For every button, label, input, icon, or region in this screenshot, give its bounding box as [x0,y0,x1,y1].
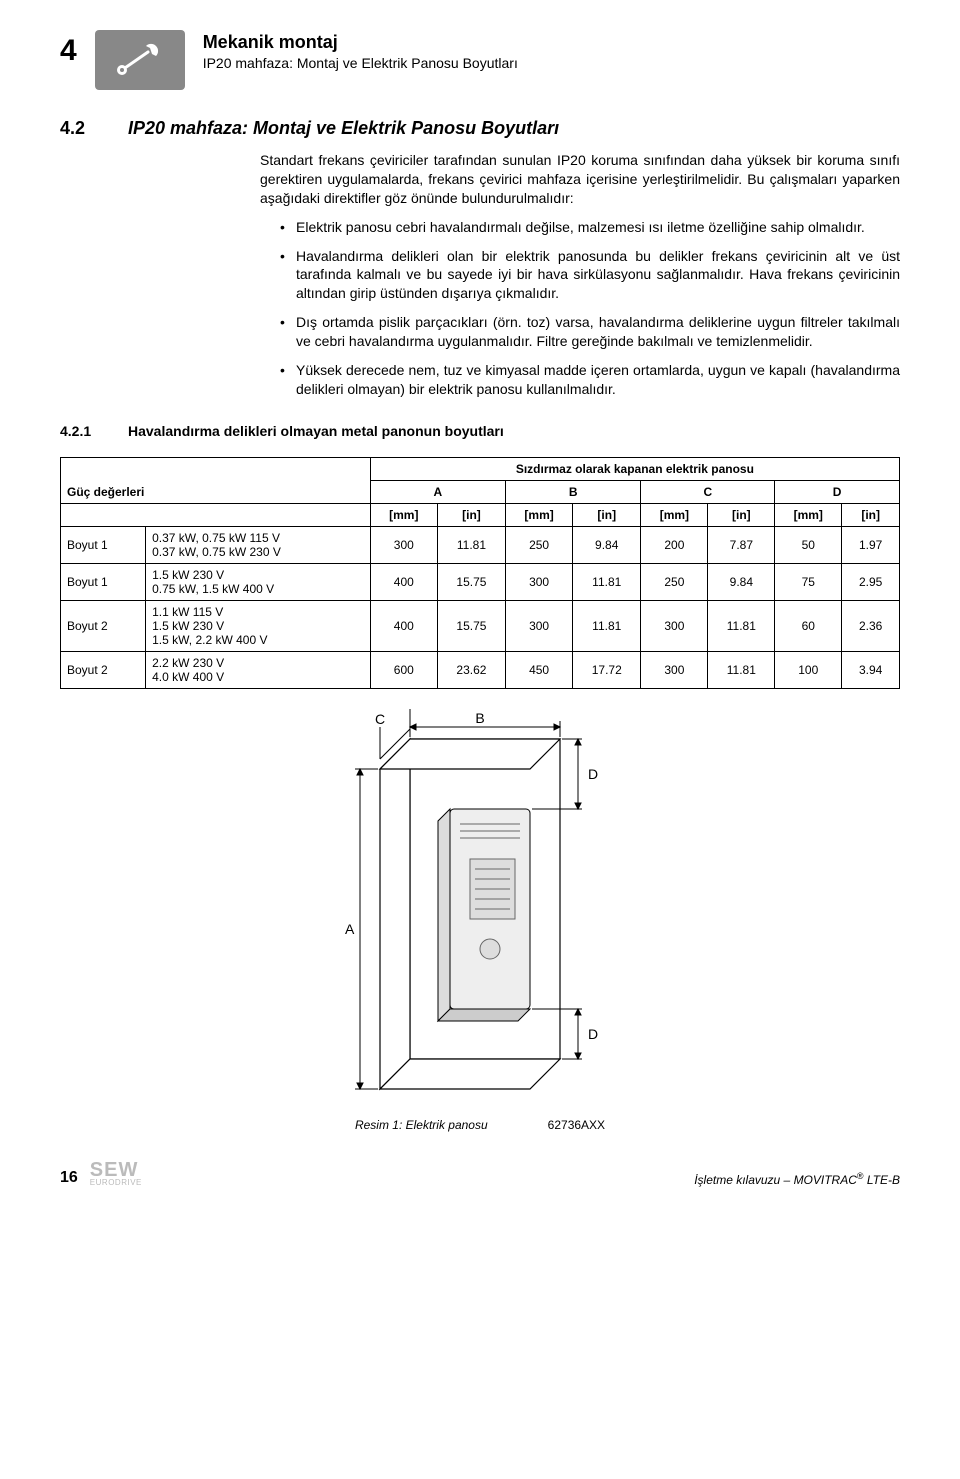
value-cell: 250 [506,526,573,563]
value-cell: 200 [641,526,708,563]
value-cell: 23.62 [437,651,505,688]
power-cell: 1.5 kW 230 V 0.75 kW, 1.5 kW 400 V [146,563,371,600]
unit-header: [mm] [775,503,842,526]
value-cell: 400 [370,563,437,600]
value-cell: 300 [506,563,573,600]
unit-header: [in] [842,503,900,526]
power-cell: 0.37 kW, 0.75 kW 115 V 0.37 kW, 0.75 kW … [146,526,371,563]
value-cell: 7.87 [708,526,775,563]
value-cell: 250 [641,563,708,600]
manual-title: İşletme kılavuzu – MOVITRAC® LTE-B [694,1171,900,1187]
dim-D-label-top: D [588,766,598,782]
value-cell: 300 [641,600,708,651]
value-cell: 1.97 [842,526,900,563]
doc-title: Mekanik montaj [203,32,518,53]
col-A: A [370,480,505,503]
subsection-number: 4.2.1 [60,423,104,439]
subsection-heading: 4.2.1 Havalandırma delikleri olmayan met… [60,423,900,439]
section-number: 4.2 [60,118,104,139]
doc-subtitle: IP20 mahfaza: Montaj ve Elektrik Panosu … [203,55,518,71]
size-cell: Boyut 1 [61,563,146,600]
value-cell: 17.72 [573,651,641,688]
bullet-item: Yüksek derecede nem, tuz ve kimyasal mad… [280,361,900,399]
section-heading: 4.2 IP20 mahfaza: Montaj ve Elektrik Pan… [60,118,900,139]
figure-code: 62736AXX [548,1118,605,1132]
value-cell: 11.81 [573,563,641,600]
table-caption: Sızdırmaz olarak kapanan elektrik panosu [370,457,899,480]
subsection-title: Havalandırma delikleri olmayan metal pan… [128,423,504,439]
value-cell: 2.36 [842,600,900,651]
unit-header: [in] [708,503,775,526]
page-header: 4 Mekanik montaj IP20 mahfaza: Montaj ve… [60,30,900,90]
dim-B-label: B [475,710,484,726]
page-footer: 16 SEW EURODRIVE İşletme kılavuzu – MOVI… [60,1162,900,1187]
unit-header: [in] [573,503,641,526]
figure-caption: Resim 1: Elektrik panosu [355,1118,488,1132]
power-cell: 1.1 kW 115 V 1.5 kW 230 V 1.5 kW, 2.2 kW… [146,600,371,651]
sew-logo: SEW EURODRIVE [90,1162,142,1187]
value-cell: 60 [775,600,842,651]
value-cell: 15.75 [437,600,505,651]
col-B: B [506,480,641,503]
bullet-item: Havalandırma delikleri olan bir elektrik… [280,247,900,304]
wrench-icon [95,30,185,90]
size-cell: Boyut 2 [61,651,146,688]
dim-A-label: A [345,921,355,937]
section-intro: Standart frekans çeviriciler tarafından … [260,151,900,208]
bullet-list: Elektrik panosu cebri havalandırmalı değ… [280,218,900,399]
table-row: Boyut 10.37 kW, 0.75 kW 115 V 0.37 kW, 0… [61,526,900,563]
bullet-item: Dış ortamda pislik parçacıkları (örn. to… [280,313,900,351]
value-cell: 300 [370,526,437,563]
unit-header: [mm] [506,503,573,526]
value-cell: 600 [370,651,437,688]
col-D: D [775,480,900,503]
section-title: IP20 mahfaza: Montaj ve Elektrik Panosu … [128,118,559,139]
value-cell: 75 [775,563,842,600]
value-cell: 400 [370,600,437,651]
table-row: Boyut 11.5 kW 230 V 0.75 kW, 1.5 kW 400 … [61,563,900,600]
unit-header: [mm] [370,503,437,526]
dim-C-label: C [375,711,385,727]
value-cell: 100 [775,651,842,688]
value-cell: 11.81 [708,600,775,651]
value-cell: 3.94 [842,651,900,688]
header-titles: Mekanik montaj IP20 mahfaza: Montaj ve E… [203,30,518,71]
value-cell: 9.84 [708,563,775,600]
value-cell: 11.81 [573,600,641,651]
bullet-item: Elektrik panosu cebri havalandırmalı değ… [280,218,900,237]
page-number: 16 [60,1169,78,1187]
figure: C B A D [60,709,900,1132]
dim-D-label-bottom: D [588,1026,598,1042]
chapter-number: 4 [60,30,77,66]
unit-header: [mm] [641,503,708,526]
value-cell: 15.75 [437,563,505,600]
value-cell: 450 [506,651,573,688]
value-cell: 11.81 [708,651,775,688]
power-cell: 2.2 kW 230 V 4.0 kW 400 V [146,651,371,688]
value-cell: 9.84 [573,526,641,563]
size-cell: Boyut 2 [61,600,146,651]
value-cell: 2.95 [842,563,900,600]
value-cell: 300 [641,651,708,688]
table-row: Boyut 21.1 kW 115 V 1.5 kW 230 V 1.5 kW,… [61,600,900,651]
table-row: Boyut 22.2 kW 230 V 4.0 kW 400 V60023.62… [61,651,900,688]
value-cell: 50 [775,526,842,563]
dimensions-table: Güç değerleri Sızdırmaz olarak kapanan e… [60,457,900,689]
power-header: Güç değerleri [61,457,371,503]
enclosure-diagram: C B A D [320,709,640,1109]
col-C: C [641,480,775,503]
value-cell: 11.81 [437,526,505,563]
size-cell: Boyut 1 [61,526,146,563]
value-cell: 300 [506,600,573,651]
unit-header: [in] [437,503,505,526]
